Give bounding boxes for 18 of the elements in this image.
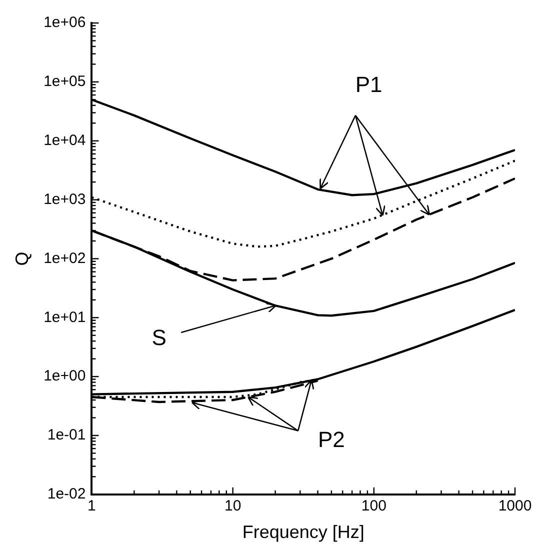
x-tick-label: 1 xyxy=(88,498,96,515)
y-axis-title: Q xyxy=(12,252,32,266)
x-axis-title: Frequency [Hz] xyxy=(242,522,364,542)
x-tick-label: 10 xyxy=(224,498,242,515)
y-tick-label: 1e-02 xyxy=(47,486,86,503)
y-tick-label: 1e+03 xyxy=(44,190,86,208)
annotation: P2 xyxy=(318,426,345,453)
y-tick-label: 1e+06 xyxy=(44,14,86,32)
annotation: S xyxy=(152,325,166,352)
x-tick-label: 1000 xyxy=(498,498,532,515)
y-tick-label: 1e-01 xyxy=(47,426,86,444)
x-tick-label: 100 xyxy=(361,498,386,515)
y-tick-label: 1e+02 xyxy=(44,250,86,267)
y-tick-label: 1e+05 xyxy=(44,73,86,90)
annotation: P1 xyxy=(355,72,382,98)
y-tick-label: 1e+00 xyxy=(44,368,86,385)
y-tick-label: 1e+01 xyxy=(44,308,86,326)
y-tick-label: 1e+04 xyxy=(44,132,86,149)
